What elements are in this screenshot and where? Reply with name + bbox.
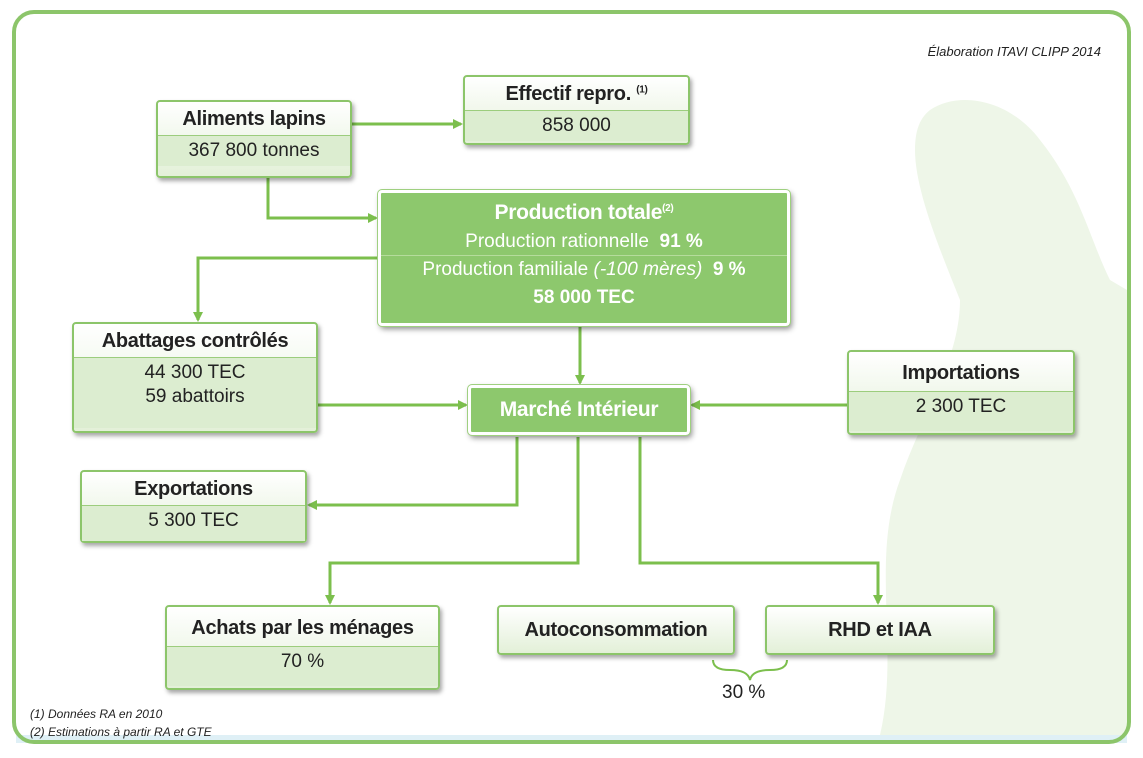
arrow [638,437,883,605]
arrow [307,437,519,510]
footnote: (2) Estimations à partir RA et GTE [30,725,212,739]
label: Production rationnelle [465,231,649,252]
arrow [325,437,580,605]
total: 58 000 TEC [533,287,635,308]
arrow [193,256,378,322]
node-title: Production totale [494,201,663,224]
node: RHD et IAA [765,605,995,655]
note: (2) [662,203,674,214]
arrow [266,178,378,223]
node-title: Effectif repro. [505,83,631,105]
node: Production totale(2) Production rationne… [377,189,791,327]
node: Effectif repro. (1) 858 000 [463,75,690,145]
node-title: Aliments lapins [182,108,326,130]
bottom-band [16,735,1127,743]
arrows [193,119,883,605]
node-title: Exportations [134,478,253,500]
node: Achats par les ménages 70 % [165,605,440,690]
node: Autoconsommation [497,605,735,655]
node-title: Marché Intérieur [499,398,659,421]
node-title: Autoconsommation [524,619,708,641]
brace [712,659,788,681]
frame [12,10,1131,744]
line: Production rationnelle 91 % [381,229,787,255]
label: Production familiale [422,259,589,280]
node-value: 59 abattoirs [74,384,316,428]
node-title: Importations [902,362,1020,384]
footnote: (1) Données RA en 2010 [30,707,163,721]
node-value: 367 800 tonnes [158,135,350,166]
node: Marché Intérieur [467,384,691,436]
detail: (-100 mères) [593,259,703,280]
line: Production familiale (-100 mères) 9 % [381,255,787,284]
node-value: 70 % [167,646,438,686]
node-title: RHD et IAA [828,619,932,641]
node-value: 2 300 TEC [849,391,1073,431]
node-title: Achats par les ménages [191,617,414,639]
note: (1) [636,84,648,96]
node: Abattages contrôlés 44 300 TEC 59 abatto… [72,322,318,433]
value: 9 % [712,259,746,280]
node: Importations 2 300 TEC [847,350,1075,435]
value: 91 % [659,231,703,252]
combined-share: 30 % [722,682,766,703]
node-value: 44 300 TEC [74,357,316,384]
node-value: 858 000 [465,110,688,141]
node-title: Abattages contrôlés [101,330,289,352]
node: Exportations 5 300 TEC [80,470,307,543]
credit: Élaboration ITAVI CLIPP 2014 [927,44,1101,59]
node-value: 5 300 TEC [82,505,305,541]
node: Aliments lapins 367 800 tonnes [156,100,352,178]
